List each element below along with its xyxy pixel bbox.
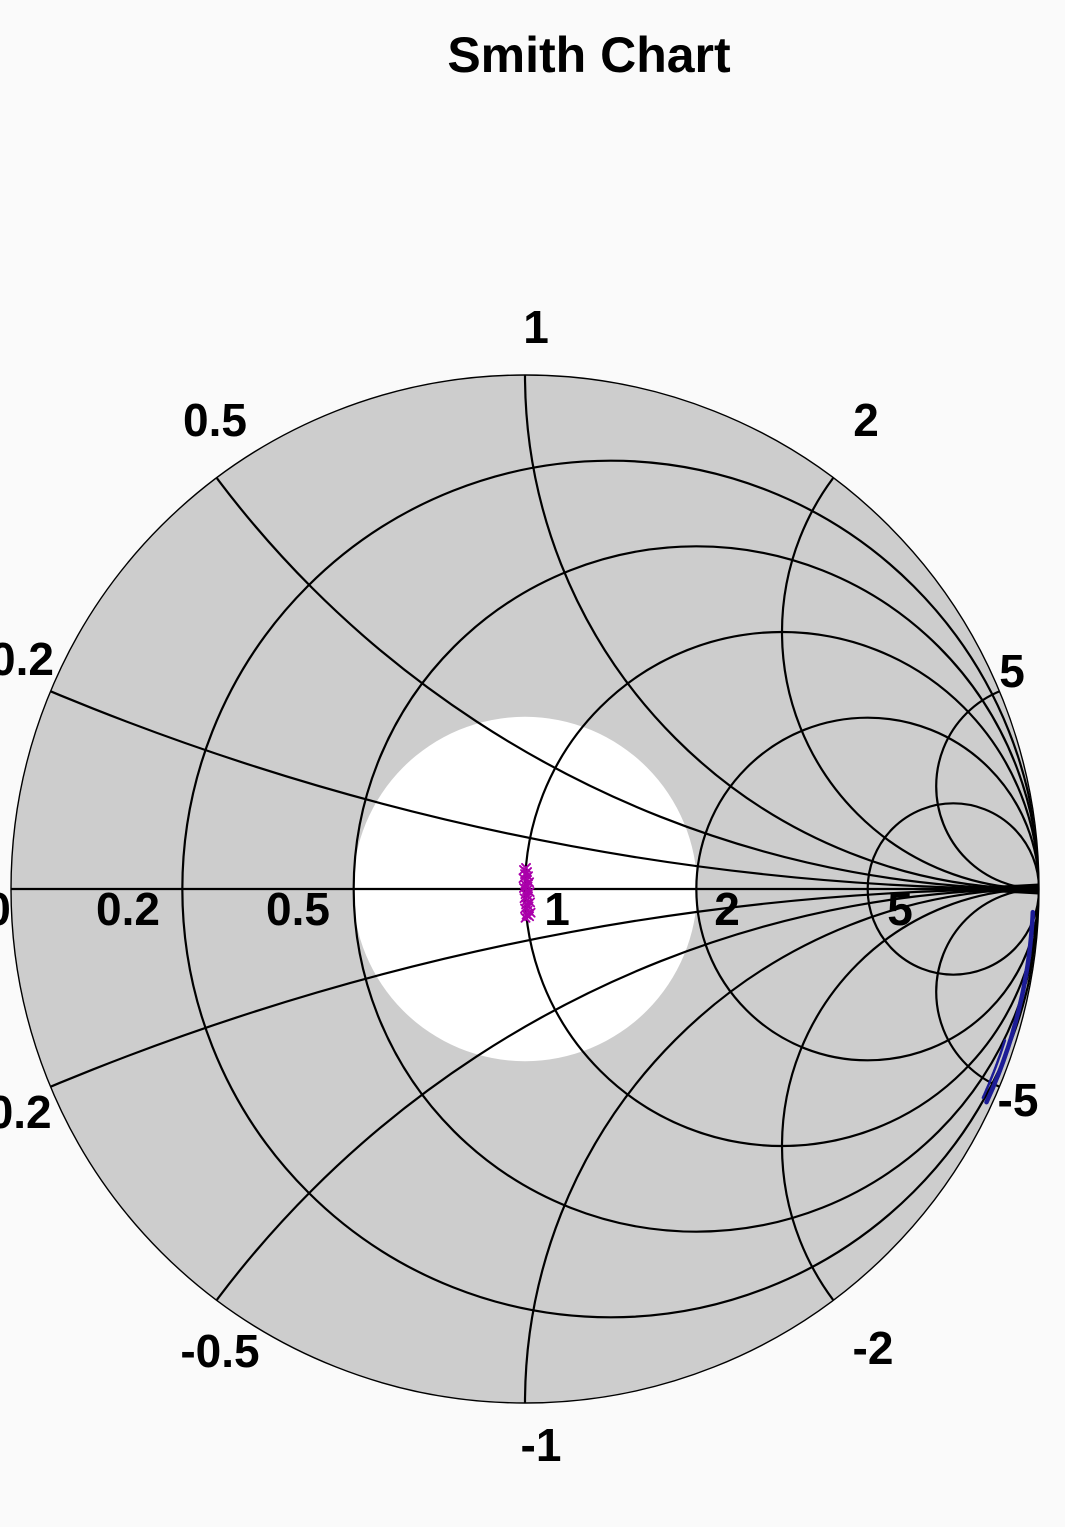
reactance-arc (935, 887, 1039, 1096)
reflection-arc-trace (981, 1039, 1007, 1099)
outer-rim-circle (10, 374, 1040, 1404)
resistance-axis-label: 0 (0, 883, 11, 935)
resistance-axis-label: 0.5 (266, 883, 330, 935)
reactance-arc (935, 682, 1039, 891)
trace-blue-group (981, 909, 1036, 1105)
reactance-rim-label: -2 (853, 1322, 894, 1374)
x-marker (520, 912, 531, 923)
resistance-axis-label: 0.2 (96, 883, 160, 935)
chart-title: Smith Chart (447, 27, 731, 83)
reflection-arc-trace (984, 909, 1036, 1105)
reactance-rim-label: 5 (999, 645, 1025, 697)
tip-convergence-wedge (934, 883, 1039, 895)
resistance-circle (181, 459, 1039, 1319)
resistance-circle (695, 716, 1039, 1062)
reactance-rim-label: 0.2 (0, 633, 54, 685)
resistance-circle (866, 802, 1039, 976)
reactance-rim-label: 0.5 (183, 394, 247, 446)
reactance-rim-label: -1 (521, 1419, 562, 1471)
resistance-axis-label: 2 (714, 883, 740, 935)
resistance-axis-label: 5 (887, 883, 913, 935)
reactance-rim-label: 1 (523, 301, 549, 353)
reactance-arc (780, 887, 1039, 1403)
resistance-circle (352, 545, 1039, 1233)
reactance-rim-label: -5 (998, 1074, 1039, 1126)
trace-magenta-cluster (518, 862, 536, 923)
reactance-arc (780, 375, 1039, 891)
resistance-axis-label: 1 (544, 883, 570, 935)
reactance-rim-label: -0.2 (0, 1086, 52, 1138)
reactance-rim-label: 2 (853, 394, 879, 446)
reactance-rim-label: -0.5 (180, 1325, 259, 1377)
